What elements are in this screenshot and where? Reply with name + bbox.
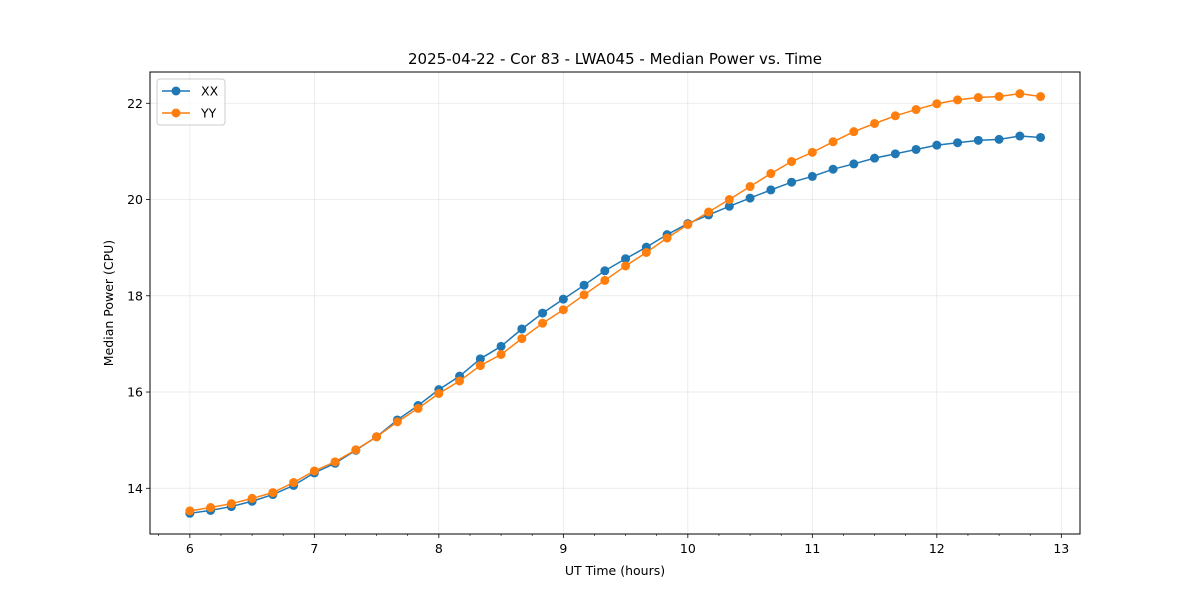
data-point-yy xyxy=(641,247,651,257)
series-yy xyxy=(185,89,1046,516)
legend-marker-yy xyxy=(171,108,181,118)
data-point-yy xyxy=(372,432,382,442)
data-point-yy xyxy=(849,127,859,137)
data-point-yy xyxy=(1015,89,1025,99)
data-point-xx xyxy=(724,201,734,211)
data-point-yy xyxy=(309,466,319,476)
series-layer xyxy=(185,89,1046,518)
x-tick-label: 8 xyxy=(435,541,443,556)
x-axis-label: UT Time (hours) xyxy=(565,563,665,578)
y-tick-label: 16 xyxy=(127,385,143,400)
axes: 6 7 8 9 10 11 12 13 14 16 18 20 22 xyxy=(127,96,1069,556)
legend: XX YY xyxy=(156,78,226,126)
data-point-yy xyxy=(766,169,776,179)
data-point-yy xyxy=(538,318,548,328)
x-tick-label: 10 xyxy=(680,541,696,556)
data-point-yy xyxy=(662,233,672,243)
data-point-xx xyxy=(496,341,506,351)
legend-label-yy: YY xyxy=(200,106,217,121)
data-point-yy xyxy=(704,207,714,217)
data-point-yy xyxy=(517,334,527,344)
data-point-yy xyxy=(890,111,900,121)
data-point-xx xyxy=(745,193,755,203)
data-point-xx xyxy=(849,159,859,169)
data-point-yy xyxy=(787,157,797,167)
data-point-xx xyxy=(890,149,900,159)
data-point-xx xyxy=(787,177,797,187)
x-tick-label: 7 xyxy=(310,541,318,556)
grid xyxy=(150,72,1080,534)
data-point-yy xyxy=(870,118,880,128)
legend-entry-yy: YY xyxy=(162,106,217,121)
data-point-xx xyxy=(1036,132,1046,142)
legend-entry-xx: XX xyxy=(162,84,219,99)
data-point-xx xyxy=(911,144,921,154)
x-tick-label: 11 xyxy=(804,541,820,556)
data-point-xx xyxy=(807,171,817,181)
data-point-yy xyxy=(683,220,693,230)
data-point-yy xyxy=(268,488,278,498)
data-point-xx xyxy=(621,254,631,264)
data-point-yy xyxy=(475,361,485,371)
data-point-yy xyxy=(724,195,734,205)
data-point-yy xyxy=(289,478,299,488)
data-point-xx xyxy=(600,266,610,276)
data-point-xx xyxy=(828,164,838,174)
plot-frame xyxy=(149,71,1081,535)
data-point-yy xyxy=(330,457,340,467)
data-point-yy xyxy=(807,147,817,157)
y-tick-label: 20 xyxy=(127,192,143,207)
data-point-yy xyxy=(579,290,589,300)
x-tick-label: 9 xyxy=(559,541,567,556)
data-point-xx xyxy=(766,185,776,195)
data-point-yy xyxy=(828,137,838,147)
data-point-yy xyxy=(953,95,963,105)
data-point-yy xyxy=(745,182,755,192)
data-point-yy xyxy=(600,275,610,285)
data-point-yy xyxy=(932,99,942,109)
data-point-yy xyxy=(1036,92,1046,102)
data-point-xx xyxy=(558,294,568,304)
data-point-xx xyxy=(538,308,548,318)
data-point-yy xyxy=(206,503,216,513)
chart-title: 2025-04-22 - Cor 83 - LWA045 - Median Po… xyxy=(408,50,822,68)
x-tick-label: 6 xyxy=(186,541,194,556)
data-point-yy xyxy=(558,305,568,315)
data-point-xx xyxy=(994,134,1004,144)
data-point-yy xyxy=(994,92,1004,102)
y-axis-label: Median Power (CPU) xyxy=(101,240,116,366)
data-point-yy xyxy=(455,376,465,386)
data-point-yy xyxy=(226,499,236,509)
y-tick-label: 14 xyxy=(127,481,143,496)
data-point-yy xyxy=(185,506,195,516)
y-tick-label: 22 xyxy=(127,96,143,111)
data-point-xx xyxy=(932,140,942,150)
legend-label-xx: XX xyxy=(201,84,219,99)
data-point-yy xyxy=(434,388,444,398)
data-point-xx xyxy=(475,354,485,364)
data-point-xx xyxy=(870,153,880,163)
plot-area xyxy=(150,72,1080,534)
data-point-xx xyxy=(579,280,589,290)
data-point-yy xyxy=(413,403,423,413)
data-point-yy xyxy=(392,417,402,427)
x-tick-label: 12 xyxy=(929,541,945,556)
data-point-yy xyxy=(621,261,631,271)
y-tick-label: 18 xyxy=(127,288,143,303)
data-point-xx xyxy=(973,135,983,145)
x-tick-label: 13 xyxy=(1053,541,1069,556)
legend-marker-xx xyxy=(171,86,181,96)
data-point-yy xyxy=(247,493,257,503)
data-point-yy xyxy=(911,105,921,115)
data-point-yy xyxy=(496,349,506,359)
data-point-xx xyxy=(953,138,963,148)
data-point-xx xyxy=(517,324,527,334)
data-point-yy xyxy=(973,93,983,103)
data-point-yy xyxy=(351,445,361,455)
data-point-xx xyxy=(1015,131,1025,141)
